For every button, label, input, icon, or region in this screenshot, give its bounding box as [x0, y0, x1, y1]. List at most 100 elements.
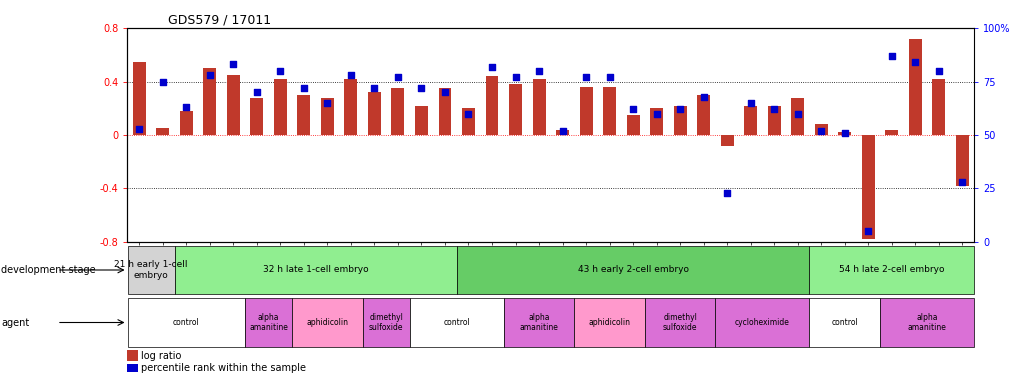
Bar [908, 39, 921, 135]
Text: aphidicolin: aphidicolin [588, 318, 630, 327]
Point [460, 111, 476, 117]
Text: dimethyl
sulfoxide: dimethyl sulfoxide [369, 313, 404, 332]
Bar [132, 62, 146, 135]
Text: alpha
amanitine: alpha amanitine [519, 313, 558, 332]
Bar [156, 128, 169, 135]
Text: GDS579 / 17011: GDS579 / 17011 [168, 13, 271, 26]
Point [225, 62, 242, 68]
Point [765, 106, 782, 112]
Point [882, 53, 899, 59]
Bar [410, 298, 503, 347]
Point [906, 59, 922, 65]
Bar [791, 98, 803, 135]
Bar [955, 135, 968, 186]
Bar [574, 298, 644, 347]
Text: alpha
amanitine: alpha amanitine [249, 313, 287, 332]
Bar [391, 88, 404, 135]
Text: dimethyl
sulfoxide: dimethyl sulfoxide [662, 313, 697, 332]
Bar [291, 298, 363, 347]
Text: percentile rank within the sample: percentile rank within the sample [141, 363, 306, 373]
Bar [555, 130, 569, 135]
Bar [274, 79, 286, 135]
Point [554, 128, 571, 134]
Text: control: control [443, 318, 470, 327]
Point [483, 64, 499, 70]
Bar [344, 79, 357, 135]
Bar [814, 124, 826, 135]
Text: cycloheximide: cycloheximide [735, 318, 789, 327]
Point [601, 74, 618, 80]
Bar [415, 106, 428, 135]
Point [953, 179, 969, 185]
Bar [767, 106, 780, 135]
Text: alpha
amanitine: alpha amanitine [907, 313, 946, 332]
Bar [438, 88, 451, 135]
Point [249, 89, 265, 95]
Bar [368, 92, 380, 135]
Bar [720, 135, 733, 146]
Point [672, 106, 688, 112]
Bar [127, 298, 245, 347]
Text: log ratio: log ratio [141, 351, 181, 361]
Text: 43 h early 2-cell embryo: 43 h early 2-cell embryo [577, 266, 688, 274]
Point [342, 72, 359, 78]
Point [155, 79, 171, 85]
Text: agent: agent [1, 318, 30, 327]
Point [718, 190, 735, 196]
Text: control: control [173, 318, 200, 327]
Text: 21 h early 1-cell
embryо: 21 h early 1-cell embryо [114, 260, 187, 280]
Text: 54 h late 2-cell embryo: 54 h late 2-cell embryo [839, 266, 944, 274]
Text: aphidicolin: aphidicolin [306, 318, 348, 327]
Bar [809, 298, 879, 347]
Bar [179, 111, 193, 135]
Point [413, 85, 429, 91]
Point [296, 85, 312, 91]
Point [836, 130, 852, 136]
Point [366, 85, 382, 91]
Bar [485, 76, 498, 135]
Point [648, 111, 664, 117]
Bar [602, 87, 615, 135]
Point [178, 104, 195, 110]
Point [578, 74, 594, 80]
Point [742, 100, 758, 106]
Bar [714, 298, 809, 347]
Point [929, 68, 946, 74]
Point [695, 93, 711, 99]
Bar [321, 98, 333, 135]
Point [506, 74, 523, 80]
Bar [838, 132, 851, 135]
Bar [931, 79, 945, 135]
Text: development stage: development stage [1, 265, 96, 275]
Bar [203, 68, 216, 135]
Point [625, 106, 641, 112]
Bar [226, 75, 239, 135]
Bar [127, 246, 174, 294]
Point [530, 68, 546, 74]
Bar [673, 106, 686, 135]
Bar [174, 246, 457, 294]
Bar [250, 98, 263, 135]
Point [436, 89, 452, 95]
Bar [861, 135, 874, 239]
Bar [809, 246, 973, 294]
Point [859, 228, 875, 234]
Bar [532, 79, 545, 135]
Bar [508, 84, 522, 135]
Bar [462, 108, 475, 135]
Point [812, 128, 828, 134]
Bar [644, 298, 714, 347]
Point [202, 72, 218, 78]
Point [272, 68, 288, 74]
Bar [363, 298, 410, 347]
Point [789, 111, 805, 117]
Bar [744, 106, 756, 135]
Bar [879, 298, 973, 347]
Bar [626, 115, 639, 135]
Bar [503, 298, 574, 347]
Point [389, 74, 406, 80]
Bar [298, 95, 310, 135]
Bar [245, 298, 291, 347]
Point [319, 100, 335, 106]
Point [131, 126, 148, 132]
